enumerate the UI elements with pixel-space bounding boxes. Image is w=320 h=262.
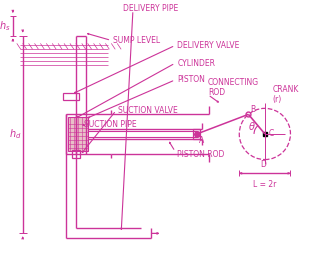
Text: C: C — [269, 129, 274, 138]
Text: DELIVERY VALVE: DELIVERY VALVE — [177, 41, 240, 50]
Bar — [72, 150, 80, 157]
Bar — [194, 129, 200, 139]
Text: SUCTION VALVE: SUCTION VALVE — [118, 106, 178, 115]
Text: L = 2r: L = 2r — [253, 180, 276, 189]
Text: DELIVERY PIPE: DELIVERY PIPE — [123, 4, 178, 13]
Text: SUMP LEVEL: SUMP LEVEL — [113, 36, 160, 45]
Text: A: A — [199, 136, 204, 145]
Text: $h_s$: $h_s$ — [0, 19, 11, 32]
Text: CYLINDER: CYLINDER — [177, 59, 215, 68]
Text: θ: θ — [249, 122, 255, 132]
Text: SUCTION PIPE: SUCTION PIPE — [84, 120, 136, 129]
Bar — [63, 92, 79, 101]
Text: PISTON: PISTON — [177, 75, 205, 84]
Bar — [68, 117, 88, 151]
Text: D: D — [260, 160, 266, 170]
Text: CRANK
(r): CRANK (r) — [273, 85, 299, 105]
Text: B: B — [250, 105, 255, 114]
Text: PISTON ROD: PISTON ROD — [177, 150, 225, 159]
Text: CONNECTING
ROD: CONNECTING ROD — [208, 78, 259, 97]
Text: $h_d$: $h_d$ — [9, 128, 21, 141]
